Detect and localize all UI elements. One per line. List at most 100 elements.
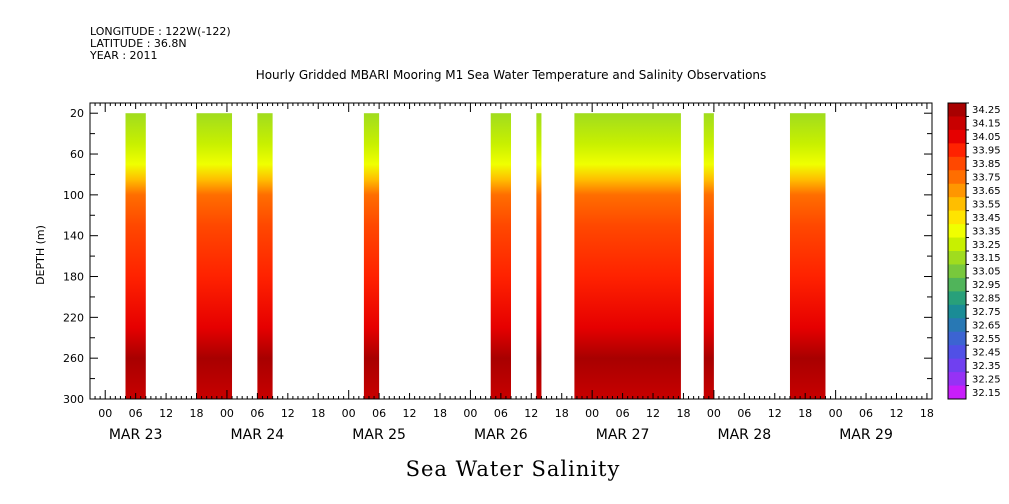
colorbar-label: 32.15 [972,388,1001,399]
colorbar-label: 32.65 [972,321,1001,332]
colorbar-label: 34.05 [972,132,1001,143]
y-tick-label: 100 [63,189,84,202]
data-block-5 [490,113,511,399]
x-tick-label: 00 [342,407,356,420]
colorbar-swatch [948,224,966,239]
colorbar-label: 34.25 [972,105,1001,116]
colorbar-label: 33.85 [972,159,1001,170]
colorbar-label: 32.45 [972,347,1001,358]
y-axis-label: DEPTH (m) [34,225,47,285]
colorbar-label: 32.95 [972,280,1001,291]
x-tick-label: 12 [403,407,417,420]
colorbar-swatch [948,183,966,198]
x-tick-label: 12 [524,407,538,420]
colorbar-swatch [948,372,966,387]
colorbar-swatch [948,129,966,144]
x-tick-label: 12 [281,407,295,420]
x-tick-label: 06 [616,407,630,420]
colorbar-label: 33.25 [972,240,1001,251]
data-block-4 [363,113,380,399]
colorbar-label: 33.15 [972,253,1001,264]
x-tick-label: 06 [859,407,873,420]
x-tick-label: 00 [463,407,477,420]
x-day-label: MAR 23 [109,427,163,443]
colorbar-label: 32.55 [972,334,1001,345]
colorbar-label: 33.55 [972,199,1001,210]
colorbar-swatch [948,197,966,212]
x-day-label: MAR 26 [474,427,528,443]
colorbar-swatch [948,385,966,400]
data-block-7 [574,113,681,399]
x-tick-label: 06 [494,407,508,420]
x-tick-label: 12 [646,407,660,420]
colorbar-swatch [948,304,966,319]
year-label: YEAR : 2011 [89,49,158,62]
y-tick-label: 300 [63,393,84,406]
colorbar-swatch [948,264,966,279]
colorbar-label: 32.75 [972,307,1001,318]
x-tick-label: 00 [829,407,843,420]
colorbar-swatch [948,358,966,373]
colorbar-swatch [948,170,966,185]
colorbar-label: 33.05 [972,267,1001,278]
x-tick-label: 18 [920,407,934,420]
colorbar-label: 33.95 [972,146,1001,157]
colorbar-swatch [948,331,966,346]
y-tick-label: 260 [63,352,84,365]
y-tick-label: 140 [63,230,84,243]
colorbar-label: 33.35 [972,226,1001,237]
data-block-1 [125,113,146,399]
x-tick-label: 00 [707,407,721,420]
colorbar-label: 33.75 [972,173,1001,184]
x-day-label: MAR 25 [352,427,406,443]
x-tick-label: 18 [433,407,447,420]
x-tick-label: 06 [372,407,386,420]
colorbar-swatch [948,277,966,292]
x-day-label: MAR 27 [596,427,650,443]
colorbar-label: 34.15 [972,119,1001,130]
x-tick-label: 18 [555,407,569,420]
colorbar-label: 32.35 [972,361,1001,372]
x-day-label: MAR 24 [231,427,285,443]
x-tick-label: 00 [585,407,599,420]
colorbar-swatch [948,291,966,306]
y-tick-label: 60 [70,148,84,161]
x-tick-label: 18 [190,407,204,420]
y-tick-label: 180 [63,271,84,284]
latitude-label: LATITUDE : 36.8N [90,37,187,50]
chart-title: Hourly Gridded MBARI Mooring M1 Sea Wate… [256,68,767,82]
colorbar-label: 32.85 [972,294,1001,305]
colorbar-swatch [948,103,966,117]
longitude-label: LONGITUDE : 122W(-122) [90,25,231,38]
x-axis: 00 06 12 18 00 06 12 18 00 06 12 18 00 06 12 18 00 06 12 18… [89,103,934,443]
data-block-3 [257,113,273,399]
colorbar-swatch [948,251,966,265]
colorbar-label: 33.65 [972,186,1001,197]
x-tick-label: 18 [676,407,690,420]
x-tick-label: 00 [98,407,112,420]
x-tick-label: 18 [798,407,812,420]
colorbar-swatch [948,143,966,158]
x-day-label: MAR 29 [839,427,893,443]
x-tick-label: 06 [250,407,264,420]
colorbar-swatch [948,237,966,252]
bottom-label: Sea Water Salinity [406,457,621,481]
y-tick-label: 220 [63,311,84,324]
x-tick-label: 12 [889,407,903,420]
colorbar-label: 33.45 [972,213,1001,224]
y-tick-label: 20 [70,107,84,120]
colorbar: 34.25 34.15 34.05 33.95 33.85 33.75 33.65 33.55… [947,102,1001,400]
x-tick-label: 06 [129,407,143,420]
data-block-6 [536,113,542,399]
colorbar-swatch [948,210,966,225]
data-layer [125,113,826,399]
x-tick-label: 06 [737,407,751,420]
colorbar-swatch [948,156,966,171]
x-tick-label: 12 [159,407,173,420]
x-tick-label: 00 [220,407,234,420]
y-axis: 20 60 100 140 180 220 260 300 [63,107,932,406]
x-tick-label: 18 [311,407,325,420]
x-tick-label: 12 [768,407,782,420]
x-day-label: MAR 28 [717,427,771,443]
